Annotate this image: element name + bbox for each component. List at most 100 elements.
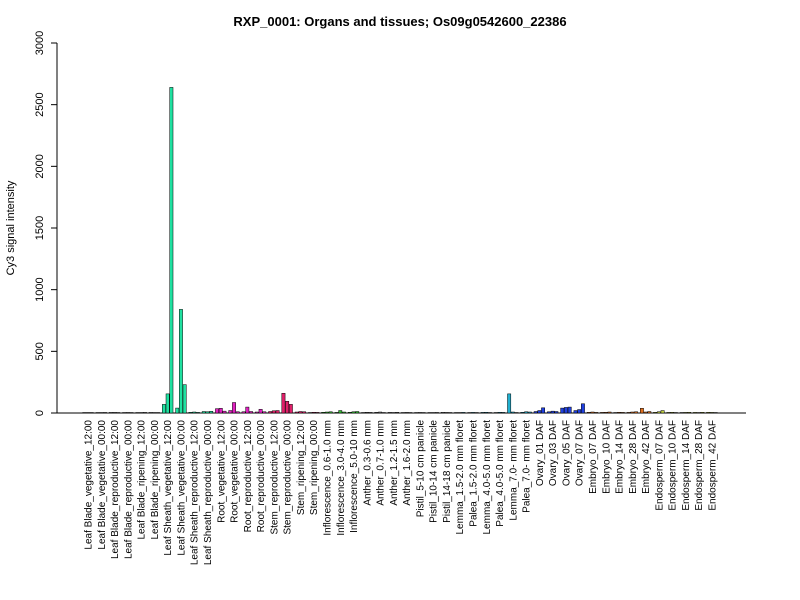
bar [116, 412, 121, 414]
bar [497, 412, 502, 414]
bar [461, 412, 466, 414]
bar [653, 412, 658, 414]
x-tick-label: Leaf Sheath_reproductive_12:00 [190, 420, 201, 566]
bar [693, 412, 697, 414]
bar [620, 412, 625, 414]
bar [271, 410, 276, 414]
y-tick-label: 2500 [34, 92, 46, 116]
bar [564, 407, 568, 414]
bar [666, 412, 671, 414]
bar [541, 407, 546, 414]
x-tick-label: Leaf Sheath_vegetative_00:00 [176, 420, 187, 556]
bar [700, 412, 705, 414]
bar [660, 410, 665, 414]
bar [501, 412, 506, 414]
bar [285, 401, 290, 414]
bar [444, 412, 449, 414]
x-tick-label: Ovary_07 DAF [575, 420, 586, 486]
plot-area [57, 87, 746, 414]
bar [196, 412, 200, 414]
bar [550, 410, 555, 414]
x-tick-label: Inflorescence_0.6-1.0 mm [322, 420, 333, 536]
bar [656, 411, 661, 414]
bar [706, 412, 711, 414]
bar [670, 412, 675, 414]
x-tick-label: Stem_reproductive_12:00 [269, 420, 280, 535]
x-tick-label: Embryo_14 DAF [615, 420, 626, 494]
bar [249, 411, 253, 414]
bar [554, 411, 559, 414]
bar [218, 408, 223, 414]
bar [268, 411, 273, 414]
bar [533, 411, 538, 414]
x-tick-label: Pistil_5-10 cm panicle [415, 420, 426, 518]
x-tick-label: Embryo_42 DAF [641, 420, 652, 494]
bar [480, 412, 485, 414]
bar [381, 412, 386, 414]
x-tick-label: Inflorescence_3.0-4.0 mm [336, 420, 347, 536]
x-tick-label: Palea_7.0- mm floret [522, 420, 533, 513]
x-tick-label: Ovary_05 DAF [561, 420, 572, 486]
bar [82, 412, 87, 414]
bar [241, 411, 246, 414]
bar [108, 412, 113, 414]
chart-title: RXP_0001: Organs and tissues; Os09g05426… [233, 14, 566, 29]
bar [129, 412, 134, 414]
y-tick-label: 1000 [34, 277, 46, 301]
x-tick-label: Embryo_28 DAF [628, 420, 639, 494]
bar [440, 412, 445, 414]
x-axis-labels: Leaf Blade_vegetative_12:00 Leaf Blade_ve… [84, 420, 719, 566]
bar [302, 411, 307, 414]
bar [361, 412, 366, 414]
bar [573, 410, 578, 414]
bar [404, 412, 409, 414]
x-tick-label: Stem_reproductive_00:00 [283, 420, 294, 535]
bar [112, 412, 117, 414]
bar [192, 411, 197, 414]
bar [328, 411, 333, 414]
x-tick-label: Leaf Sheath_reproductive_00:00 [203, 420, 214, 566]
bar [209, 411, 214, 414]
bar [182, 384, 187, 414]
x-tick-label: Anther_1.6-2.0 mm [402, 420, 413, 506]
x-tick-label: Endosperm_07 DAF [654, 420, 665, 511]
x-tick-label: Root_reproductive_12:00 [243, 420, 254, 533]
bar [713, 412, 718, 414]
bar [673, 412, 678, 414]
bar [448, 412, 453, 414]
bar [581, 403, 585, 414]
bar [421, 412, 426, 414]
bar [235, 411, 240, 414]
bar [679, 412, 684, 414]
bar [262, 411, 267, 414]
x-tick-label: Endosperm_10 DAF [668, 420, 679, 511]
bar [321, 412, 326, 414]
bar [577, 409, 582, 414]
bar [103, 412, 107, 414]
x-tick-label: Lemma_1.5-2.0 mm floret [455, 420, 466, 535]
x-tick-label: Anther_0.7-1.0 mm [376, 420, 387, 506]
bar [617, 412, 621, 414]
bar [298, 411, 303, 414]
bar [493, 412, 498, 414]
bar [228, 410, 233, 414]
y-tick-label: 500 [34, 342, 46, 360]
bar [294, 411, 299, 414]
bar [547, 411, 551, 414]
bar [510, 411, 515, 414]
y-axis: 0 500 1000 1500 2000 2500 3000 [34, 31, 58, 416]
x-tick-label: Stem_ripening_12:00 [296, 420, 307, 516]
bar [311, 412, 316, 414]
bar [308, 412, 312, 414]
bar [255, 411, 259, 414]
bar [401, 412, 405, 414]
bar [594, 412, 599, 414]
x-tick-label: Root_vegetative_00:00 [230, 420, 241, 523]
bar [364, 412, 369, 414]
bar [205, 411, 210, 414]
bar [201, 411, 206, 414]
bar [454, 412, 458, 414]
bar [537, 410, 542, 414]
bar [139, 412, 144, 414]
